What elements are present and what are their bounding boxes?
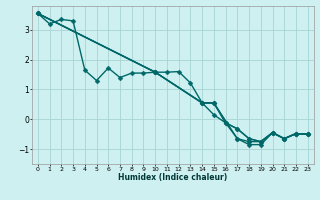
X-axis label: Humidex (Indice chaleur): Humidex (Indice chaleur) bbox=[118, 173, 228, 182]
